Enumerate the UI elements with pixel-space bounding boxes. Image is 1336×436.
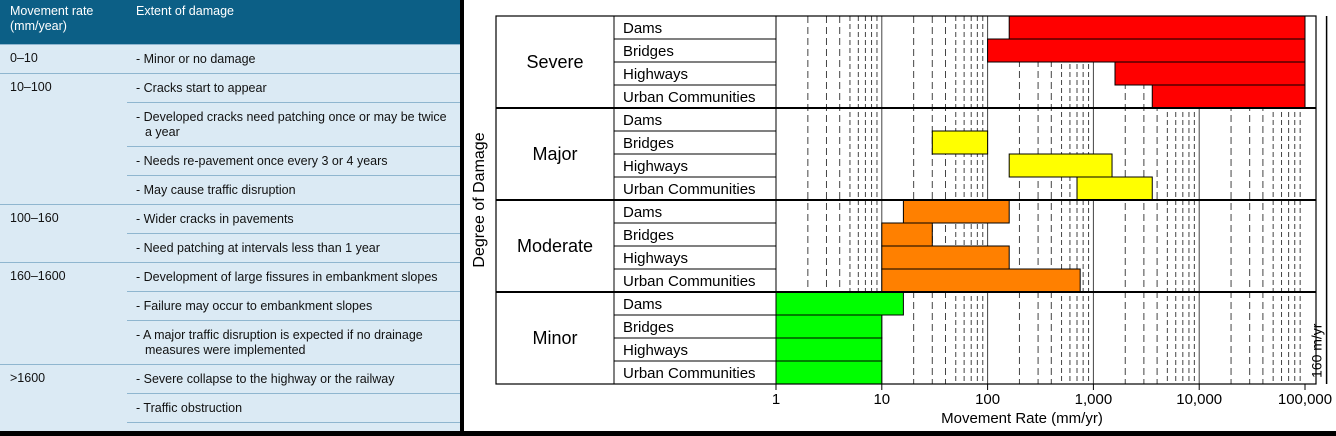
damage-description: - Cracks start to appear	[136, 81, 267, 95]
table-row-group: 160–1600 - Development of large fissures …	[0, 262, 460, 364]
structure-label: Highways	[623, 250, 688, 267]
movement-rate-cell: >1600	[10, 371, 46, 385]
range-bar	[775, 337, 883, 362]
range-bar	[902, 199, 1010, 224]
table-header: Movement rate (mm/year) Extent of damage	[0, 0, 460, 44]
header-extent-of-damage: Extent of damage	[136, 4, 234, 18]
range-bar	[881, 268, 1081, 293]
range-bar	[931, 130, 989, 155]
range-bar	[881, 245, 1010, 270]
header-movement-rate: Movement rate (mm/year)	[10, 4, 94, 33]
damage-degree-label: Severe	[526, 52, 583, 72]
structure-label: Dams	[623, 20, 662, 37]
movement-rate-cell: 100–160	[10, 211, 59, 225]
x-tick-label: 100	[975, 391, 1000, 408]
movement-rate-cell: 0–10	[10, 51, 38, 65]
table-row-group: 0–10 - Minor or no damage	[0, 44, 460, 73]
damage-description: - Minor or no damage	[136, 52, 256, 66]
damage-description: - Need patching at intervals less than 1…	[127, 233, 460, 262]
damage-degree-label: Minor	[532, 328, 577, 348]
structure-label: Dams	[623, 296, 662, 313]
table-row-group: 10–100 - Cracks start to appear - Develope…	[0, 73, 460, 204]
damage-description: - Failure may occur to embankment slopes	[127, 291, 460, 320]
structure-label: Dams	[623, 204, 662, 221]
damage-description: - Wider cracks in pavements	[136, 212, 294, 226]
range-bar	[1114, 61, 1306, 86]
range-bar	[775, 291, 904, 316]
damage-description: - Traffic obstruction	[127, 393, 460, 422]
structure-label: Bridges	[623, 227, 674, 244]
structure-label: Highways	[623, 342, 688, 359]
table-body: 0–10 - Minor or no damage 10–100 - Cracks s…	[0, 44, 460, 431]
structure-label: Urban Communities	[623, 181, 756, 198]
range-bar	[987, 38, 1306, 63]
range-bar	[1008, 15, 1306, 40]
movement-rate-cell: 160–1600	[10, 269, 66, 283]
x-tick-label: 1,000	[1075, 391, 1113, 408]
structure-label: Bridges	[623, 43, 674, 60]
range-bar	[775, 314, 883, 339]
structure-label: Urban Communities	[623, 89, 756, 106]
structure-label: Urban Communities	[623, 365, 756, 382]
structure-label: Highways	[623, 158, 688, 175]
damage-description: - Developed cracks need patching once or…	[127, 102, 460, 146]
x-tick-label: 100,000	[1278, 391, 1332, 408]
damage-description: - May lead to life losses	[127, 422, 460, 431]
movement-rate-table: Movement rate (mm/year) Extent of damage…	[0, 0, 460, 431]
y-axis-label: Degree of Damage	[471, 132, 488, 267]
structure-label: Bridges	[623, 319, 674, 336]
damage-description: - Severe collapse to the highway or the …	[136, 372, 395, 386]
x-axis-label: Movement Rate (mm/yr)	[941, 410, 1103, 427]
range-bar	[1151, 84, 1306, 109]
structure-label: Urban Communities	[623, 273, 756, 290]
damage-chart: 160 m/yr Severe Dams Bridges Highways Urban C…	[464, 0, 1336, 431]
range-bar	[1076, 176, 1153, 201]
damage-description: - Needs re-pavement once every 3 or 4 ye…	[127, 146, 460, 175]
damage-degree-label: Major	[532, 144, 577, 164]
x-tick-label: 10	[873, 391, 890, 408]
movement-rate-cell: 10–100	[10, 80, 52, 94]
structure-label: Bridges	[623, 135, 674, 152]
damage-description: - A major traffic disruption is expected…	[127, 320, 460, 364]
damage-description: - May cause traffic disruption	[127, 175, 460, 204]
x-tick-label: 10,000	[1176, 391, 1222, 408]
structure-label: Highways	[623, 66, 688, 83]
damage-description: - Development of large fissures in emban…	[136, 270, 438, 284]
structure-label: Dams	[623, 112, 662, 129]
range-bar	[881, 222, 933, 247]
range-bar	[1008, 153, 1113, 178]
x-tick-label: 1	[772, 391, 780, 408]
damage-degree-label: Moderate	[517, 236, 593, 256]
range-bar	[775, 360, 883, 385]
table-row-group: 100–160 - Wider cracks in pavements - Need…	[0, 204, 460, 262]
table-row-group: >1600 - Severe collapse to the highway or…	[0, 364, 460, 431]
